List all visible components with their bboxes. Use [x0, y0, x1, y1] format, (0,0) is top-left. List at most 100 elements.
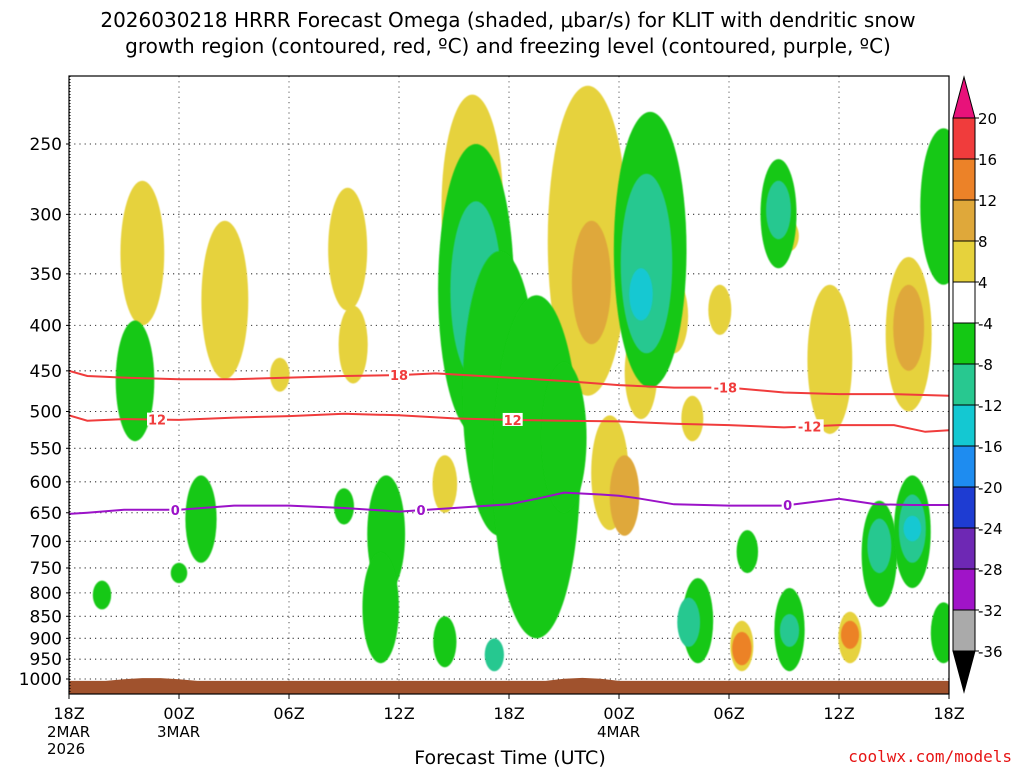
omega-region-42 — [677, 597, 701, 647]
temperature-contours: 18 -18 12 12 -12 0 0 0 — [69, 368, 949, 519]
contour-label: -12 — [798, 420, 822, 435]
omega-region-36 — [362, 552, 399, 664]
contour-line--18 — [69, 369, 949, 397]
omega-region-21 — [840, 620, 860, 649]
omega-region-0 — [120, 180, 165, 326]
x-tick-label: 12Z — [823, 704, 854, 723]
contour-label-bg — [147, 412, 167, 426]
omega-region-35 — [484, 638, 504, 672]
omega-region-4 — [338, 305, 368, 384]
colorbar-bin — [952, 75, 976, 119]
colorbar-tick-label: -4 — [978, 315, 993, 333]
omega-region-22 — [432, 455, 458, 513]
y-tick-label: 600 — [30, 473, 62, 493]
colorbar-bin — [952, 486, 976, 529]
colorbar-tick-label: -8 — [978, 356, 993, 374]
x-tick-year: 2026 — [47, 740, 85, 758]
y-tick-label: 800 — [30, 584, 62, 604]
colorbar-bin — [952, 527, 976, 570]
omega-region-13 — [708, 284, 732, 335]
y-tick-label: 950 — [30, 650, 62, 670]
omega-region-47 — [766, 180, 791, 240]
contour-label-bg — [389, 368, 409, 382]
colorbar-bin — [952, 199, 976, 242]
y-tick-label: 750 — [30, 559, 62, 579]
omega-region-37 — [541, 362, 587, 513]
omega-region-25 — [115, 320, 155, 442]
omega-region-15 — [807, 284, 853, 434]
y-tick-label: 900 — [30, 629, 62, 649]
y-tick-label: 700 — [30, 532, 62, 552]
x-axis-label: Forecast Time (UTC) — [414, 747, 605, 768]
omega-region-17 — [893, 284, 925, 371]
y-tick-label: 400 — [30, 316, 62, 336]
omega-region-3 — [328, 187, 368, 311]
y-axis: 2503003504004505005506006507007508008509… — [19, 135, 69, 690]
contour-label: 18 — [390, 369, 408, 384]
contour-label-bg — [711, 380, 740, 394]
omega-region-34 — [433, 616, 457, 668]
colorbar-bin — [952, 158, 976, 201]
omega-region-40 — [629, 268, 653, 321]
y-tick-label: 350 — [30, 265, 62, 285]
x-tick-label: 00Z — [163, 704, 194, 723]
contour-label: 0 — [416, 504, 425, 519]
colorbar-tick-label: -20 — [978, 479, 1003, 497]
omega-region-39 — [620, 173, 673, 354]
contour-label-bg — [795, 419, 824, 433]
y-tick-label: 300 — [30, 205, 62, 225]
colorbar-tick-label: -32 — [978, 602, 1003, 620]
y-tick-label: 650 — [30, 504, 62, 524]
x-tick-label: 00Z — [603, 704, 634, 723]
contour-label: -18 — [714, 382, 738, 397]
contour-label: 12 — [504, 414, 522, 429]
omega-region-49 — [867, 518, 892, 574]
omega-region-54 — [930, 602, 949, 664]
omega-region-12 — [681, 395, 704, 442]
colorbar-bin — [952, 609, 976, 652]
contour-label: 0 — [171, 504, 180, 519]
omega-region-26 — [185, 475, 217, 563]
chart-title-line1: 2026030218 HRRR Forecast Omega (shaded, … — [100, 8, 915, 32]
y-tick-label: 550 — [30, 439, 62, 459]
contour-label: 0 — [783, 499, 792, 514]
x-tick-label: 06Z — [273, 704, 304, 723]
omega-region-52 — [903, 515, 922, 542]
x-tick-label: 12Z — [383, 704, 414, 723]
contour-label: 12 — [148, 414, 166, 429]
contour-line-0 — [69, 491, 949, 515]
colorbar-bin — [952, 117, 976, 160]
omega-region-1 — [201, 220, 249, 380]
colorbar-bin — [952, 568, 976, 611]
omega-region-27 — [170, 562, 188, 584]
y-tick-label: 250 — [30, 135, 62, 155]
colorbar-tick-label: 16 — [978, 151, 997, 169]
colorbar-tick-label: 4 — [978, 274, 988, 292]
plot-area: 18 -18 12 12 -12 0 0 0 — [68, 75, 950, 695]
colorbar-tick-label: -28 — [978, 561, 1003, 579]
x-tick-label: 18Z — [933, 704, 964, 723]
colorbar-bin — [952, 281, 976, 324]
y-tick-label: 450 — [30, 362, 62, 382]
x-tick-date: 4MAR — [597, 723, 640, 741]
colorbar-tick-label: -24 — [978, 520, 1003, 538]
contour-label-bg — [169, 502, 182, 516]
x-tick-label: 06Z — [713, 704, 744, 723]
colorbar-bin — [952, 650, 976, 694]
x-tick-label: 18Z — [493, 704, 524, 723]
credit-text: coolwx.com/models — [848, 747, 1012, 766]
contour-label-bg — [415, 503, 427, 517]
omega-region-7 — [571, 220, 612, 345]
contour-label-bg — [781, 498, 794, 512]
y-tick-label: 850 — [30, 607, 62, 627]
y-tick-label: 1000 — [19, 670, 62, 690]
colorbar-bin — [952, 404, 976, 447]
contour-label-bg — [502, 412, 523, 426]
omega-region-53 — [920, 128, 949, 285]
omega-shading — [92, 85, 949, 672]
colorbar-bin — [952, 445, 976, 488]
colorbar-tick-label: -36 — [978, 643, 1003, 661]
colorbar-tick-label: 8 — [978, 233, 988, 251]
